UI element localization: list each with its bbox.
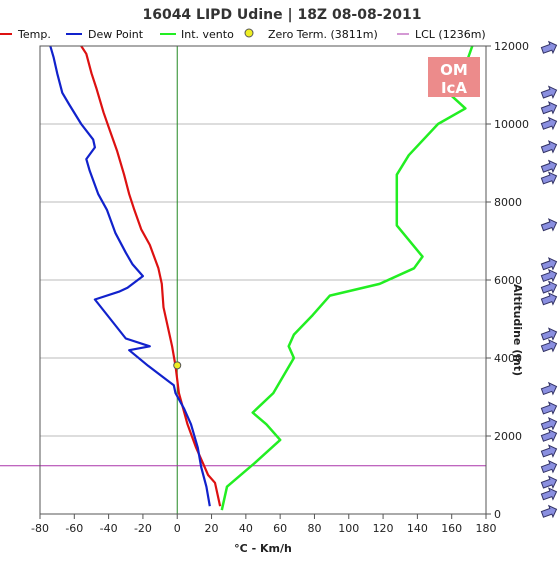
y-tick-label-0: 0 (494, 508, 501, 521)
omnica-logo: OM IcA (428, 57, 480, 97)
wind-barb-arrow-11 (540, 292, 558, 306)
x-tick-label-9: 100 (338, 522, 359, 535)
series-temp (80, 45, 222, 507)
x-tick-label-10: 120 (373, 522, 394, 535)
wind-barb-icon-8 (540, 381, 558, 396)
logo-text-line2: IcA (441, 79, 467, 97)
wind-barb-arrow-20 (540, 101, 558, 115)
x-tick-label-13: 180 (476, 522, 497, 535)
wind-barb-arrow-16 (540, 171, 558, 185)
legend-label-dew-point: Dew Point (88, 28, 144, 41)
wind-barb-arrow-18 (540, 140, 558, 154)
logo-text-line1: OM (440, 61, 468, 79)
x-tick-label-8: 80 (307, 522, 321, 535)
series-layer (49, 45, 474, 511)
wind-barb-icon-18 (540, 140, 558, 154)
wind-barb-icon-19 (540, 116, 558, 131)
wind-barb-icon-16 (540, 171, 558, 185)
grid (40, 45, 486, 515)
logo-background (428, 57, 480, 97)
x-tick-label-5: 20 (205, 522, 219, 535)
wind-barb-arrow-12 (540, 280, 558, 295)
legend-label-lcl: LCL (1236m) (415, 28, 486, 41)
x-tick-label-4: 0 (174, 522, 181, 535)
legend-label-wind: Int. vento (181, 28, 234, 41)
x-tick-label-7: 60 (273, 522, 287, 535)
x-tick-labels: -80 -60 -40 -20 0 20 40 60 80 100 120 140 160 180 (31, 514, 497, 535)
marker-layer (173, 361, 182, 370)
wind-barb-icon-12 (540, 280, 558, 295)
wind-barb-icon-1 (540, 487, 558, 501)
wind-barb-arrow-13 (540, 268, 558, 283)
y-tick-label-1: 2000 (494, 430, 522, 443)
wind-barb-arrow-2 (540, 475, 558, 490)
x-tick-label-0: -80 (31, 522, 49, 535)
wind-barb-icon-13 (540, 268, 558, 283)
wind-barb-icon-7 (540, 401, 558, 415)
wind-barb-arrow-4 (540, 444, 558, 458)
wind-barb-icon-10 (540, 327, 558, 341)
wind-barb-icon-9 (540, 339, 558, 353)
x-tick-label-1: -60 (65, 522, 83, 535)
y-tick-label-3: 6000 (494, 274, 522, 287)
wind-barb-icon-6 (540, 417, 558, 431)
series-wind-speed (220, 45, 474, 511)
x-tick-label-12: 160 (441, 522, 462, 535)
x-tick-label-11: 140 (407, 522, 428, 535)
wind-barb-icon-0 (540, 504, 558, 519)
wind-barb-icon-3 (540, 459, 558, 474)
chart-title: 16044 LIPD Udine | 18Z 08-08-2011 (142, 7, 421, 23)
wind-barb-icon-21 (540, 85, 558, 100)
x-axis-label: °C - Km/h (234, 542, 292, 555)
wind-barb-arrow-19 (540, 116, 558, 131)
y-tick-label-2: 4000 (494, 352, 522, 365)
legend-label-zero-term: Zero Term. (3811m) (268, 28, 378, 41)
wind-barb-arrow-3 (540, 459, 558, 474)
y-tick-label-6: 12000 (494, 40, 529, 53)
y-tick-label-5: 10000 (494, 118, 529, 131)
y-tick-labels: 0 2000 4000 6000 8000 10000 12000 (486, 40, 529, 521)
wind-barb-icon-15 (540, 218, 558, 232)
wind-barb-arrow-6 (540, 417, 558, 431)
wind-barb-icon-4 (540, 444, 558, 458)
wind-barb-icon-20 (540, 101, 558, 115)
x-tick-label-2: -40 (100, 522, 118, 535)
wind-barb-arrow-1 (540, 487, 558, 501)
wind-barb-icon-2 (540, 475, 558, 490)
wind-barb-arrow-22 (540, 40, 558, 55)
y-axis-label: Altitudine (mt) (511, 284, 524, 376)
wind-barb-icon-17 (540, 159, 558, 174)
legend-swatch-zero-term (244, 28, 254, 38)
x-tick-label-3: -20 (134, 522, 152, 535)
wind-barb-arrow-17 (540, 159, 558, 174)
wind-barb-icon-11 (540, 292, 558, 306)
wind-barb-arrow-14 (540, 257, 558, 271)
wind-barb-arrow-0 (540, 504, 558, 519)
wind-barb-arrow-15 (540, 218, 558, 232)
wind-barb-arrow-7 (540, 401, 558, 415)
wind-barb-arrow-10 (540, 327, 558, 341)
wind-barb-arrow-5 (540, 428, 558, 443)
y-tick-label-4: 8000 (494, 196, 522, 209)
x-tick-label-6: 40 (239, 522, 253, 535)
wind-barb-arrow-9 (540, 339, 558, 353)
wind-barb-icon-22 (540, 40, 558, 55)
wind-barb-icon-14 (540, 257, 558, 271)
zero-term-marker (173, 361, 182, 370)
legend: Temp. Dew Point Int. vento Zero Term. (3… (0, 28, 486, 41)
series-dew-point (49, 45, 211, 507)
wind-barb-arrow-8 (540, 381, 558, 396)
wind-barb-arrow-21 (540, 85, 558, 100)
wind-barbs (540, 40, 558, 519)
wind-barb-icon-5 (540, 428, 558, 443)
legend-label-temp: Temp. (17, 28, 51, 41)
